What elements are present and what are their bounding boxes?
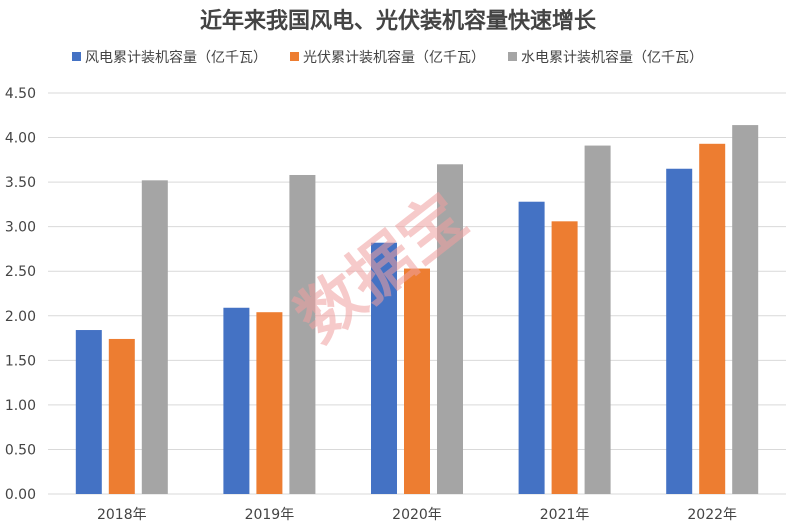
y-tick-label: 2.50 xyxy=(5,264,36,280)
y-axis: 0.00 0.50 1.00 1.50 2.00 2.50 3.00 3.50 4.00 4.50 xyxy=(5,86,36,503)
bar xyxy=(732,125,759,494)
legend-item: 风电累计装机容量（亿千瓦） xyxy=(72,49,267,66)
y-tick-label: 1.50 xyxy=(5,353,36,369)
bar xyxy=(666,168,693,494)
y-tick-label: 1.00 xyxy=(5,398,36,414)
bar xyxy=(584,145,611,494)
bar xyxy=(289,174,316,494)
y-tick-label: 4.00 xyxy=(5,131,36,147)
y-tick-label: 0.00 xyxy=(5,487,36,503)
legend: 风电累计装机容量（亿千瓦） 光伏累计装机容量（亿千瓦） 水电累计装机容量（亿千瓦） xyxy=(72,49,703,66)
bar xyxy=(223,307,250,494)
x-tick-label: 2021年 xyxy=(540,507,590,523)
x-tick-label: 2019年 xyxy=(245,507,295,523)
legend-swatch xyxy=(508,52,517,61)
bar xyxy=(551,221,578,494)
bar xyxy=(75,330,102,494)
legend-label: 光伏累计装机容量（亿千瓦） xyxy=(303,49,485,66)
y-tick-label: 4.50 xyxy=(5,86,36,102)
y-tick-label: 0.50 xyxy=(5,442,36,458)
legend-swatch xyxy=(290,52,299,61)
bar xyxy=(518,201,545,494)
x-axis: 2018年 2019年 2020年 2021年 2022年 xyxy=(97,507,737,523)
bar xyxy=(256,312,283,494)
x-tick-label: 2018年 xyxy=(97,507,147,523)
bar xyxy=(699,143,726,494)
legend-label: 水电累计装机容量（亿千瓦） xyxy=(521,49,703,66)
legend-label: 风电累计装机容量（亿千瓦） xyxy=(85,49,267,66)
bar xyxy=(404,268,430,494)
x-tick-label: 2022年 xyxy=(687,507,737,523)
legend-item: 光伏累计装机容量（亿千瓦） xyxy=(290,49,485,66)
bar xyxy=(141,180,168,494)
bars xyxy=(75,125,759,495)
y-tick-label: 3.00 xyxy=(5,220,36,236)
legend-swatch xyxy=(72,52,81,61)
bar xyxy=(437,164,463,495)
bar xyxy=(108,338,135,494)
y-tick-label: 3.50 xyxy=(5,175,36,191)
chart-title: 近年来我国风电、光伏装机容量快速增长 xyxy=(200,8,597,34)
x-tick-label: 2020年 xyxy=(392,507,442,523)
legend-item: 水电累计装机容量（亿千瓦） xyxy=(508,49,703,66)
bar xyxy=(371,242,397,494)
y-tick-label: 2.00 xyxy=(5,309,36,325)
